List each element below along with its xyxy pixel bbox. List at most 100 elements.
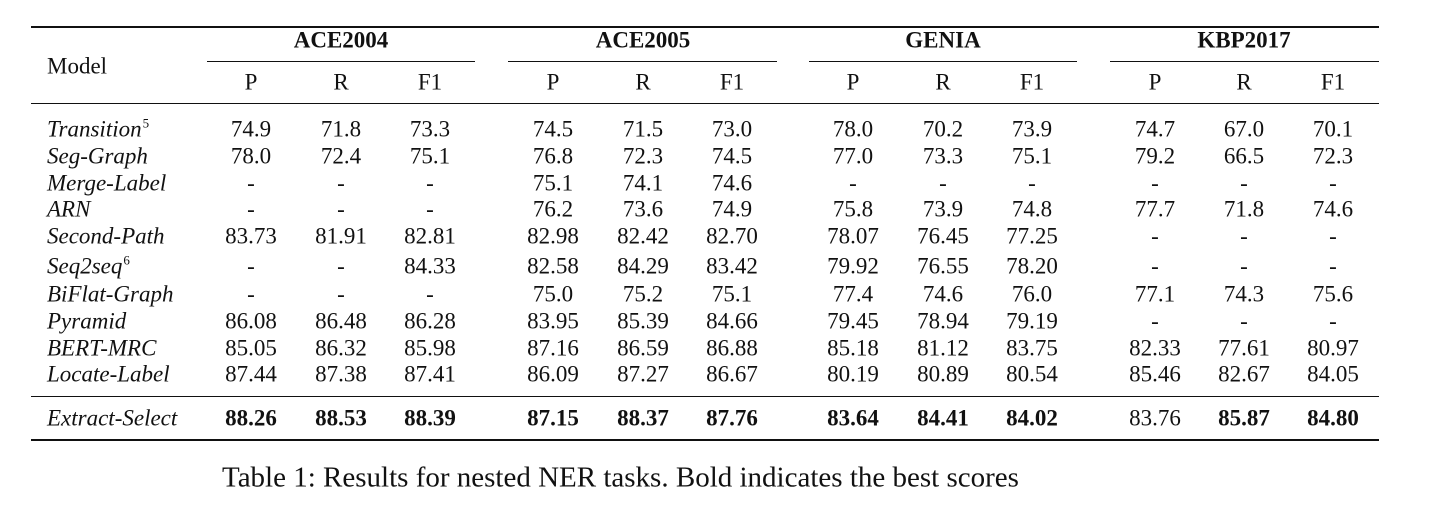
score-cell: 83.76 [1129, 405, 1181, 431]
score-cell: 74.6 [922, 281, 964, 307]
score-cell: 74.5 [532, 116, 574, 142]
score-cell: 74.9 [711, 196, 753, 222]
group-underline-ace2005 [508, 61, 777, 63]
score-cell: 84.05 [1307, 361, 1359, 387]
score-cell: - [1329, 308, 1337, 334]
metric-header-genia-r: R [935, 69, 951, 95]
score-cell: 87.27 [617, 361, 669, 387]
score-cell: 76.45 [917, 223, 969, 249]
score-cell: - [247, 253, 255, 279]
score-cell: 80.54 [1006, 361, 1058, 387]
metric-header-ace2004-r: R [333, 69, 349, 95]
score-cell: 77.1 [1134, 281, 1176, 307]
score-cell: - [1151, 170, 1159, 196]
footnote-marker: 5 [142, 115, 150, 131]
group-header-ace2004: ACE2004 [293, 27, 389, 53]
row-header-model: Model [47, 53, 108, 79]
score-cell: 73.3 [409, 116, 451, 142]
score-cell: 87.76 [706, 405, 758, 431]
score-cell: - [939, 170, 947, 196]
metric-header-kbp2017-r: R [1236, 69, 1252, 95]
score-cell: - [1151, 308, 1159, 334]
score-cell: 88.53 [315, 405, 367, 431]
footnote-marker: 6 [123, 252, 130, 268]
score-cell: 87.44 [225, 361, 277, 387]
score-cell: - [247, 170, 255, 196]
score-cell: 76.8 [532, 143, 574, 169]
score-cell: 75.1 [409, 143, 451, 169]
score-cell: 83.64 [827, 405, 879, 431]
score-cell: 86.59 [617, 335, 669, 361]
model-name: Seq2seq6 [47, 252, 130, 279]
score-cell: - [849, 170, 857, 196]
model-name: Transition5 [47, 115, 150, 142]
score-cell: 85.39 [617, 308, 669, 334]
group-underline-ace2004 [207, 61, 475, 63]
score-cell: - [247, 196, 255, 222]
score-cell: 76.2 [532, 196, 574, 222]
score-cell: - [1329, 253, 1337, 279]
score-cell: 78.94 [917, 308, 969, 334]
score-cell: 86.09 [527, 361, 579, 387]
score-cell: 78.20 [1006, 253, 1058, 279]
score-cell: - [337, 253, 345, 279]
score-cell: 78.07 [827, 223, 879, 249]
score-cell: 78.0 [832, 116, 874, 142]
score-cell: 77.61 [1218, 335, 1270, 361]
group-header-genia: GENIA [905, 27, 981, 53]
bottom-rule [31, 439, 1379, 441]
group-header-ace2005: ACE2005 [595, 27, 691, 53]
score-cell: 85.87 [1218, 405, 1270, 431]
score-cell: - [426, 196, 434, 222]
metric-header-genia-f1: F1 [1019, 69, 1045, 95]
score-cell: 74.6 [711, 170, 753, 196]
score-cell: - [1329, 170, 1337, 196]
score-cell: - [1151, 253, 1159, 279]
score-cell: 74.7 [1134, 116, 1176, 142]
score-cell: 71.8 [320, 116, 362, 142]
score-cell: 88.26 [225, 405, 277, 431]
model-name: Extract-Select [47, 405, 178, 431]
model-name: Second-Path [47, 223, 165, 249]
model-name: ARN [47, 196, 91, 222]
score-cell: 74.6 [1312, 196, 1354, 222]
score-cell: 82.42 [617, 223, 669, 249]
score-cell: 76.55 [917, 253, 969, 279]
score-cell: 66.5 [1223, 143, 1265, 169]
score-cell: 87.38 [315, 361, 367, 387]
score-cell: 73.0 [711, 116, 753, 142]
metric-header-ace2005-f1: F1 [719, 69, 745, 95]
score-cell: - [1240, 170, 1248, 196]
score-cell: - [1240, 308, 1248, 334]
score-cell: 81.12 [917, 335, 969, 361]
metric-header-kbp2017-f1: F1 [1320, 69, 1346, 95]
model-name: BiFlat-Graph [47, 281, 174, 307]
score-cell: 74.8 [1011, 196, 1053, 222]
score-cell: 84.29 [617, 253, 669, 279]
score-cell: 88.37 [617, 405, 669, 431]
mid-rule [31, 396, 1379, 398]
score-cell: 82.67 [1218, 361, 1270, 387]
score-cell: 81.91 [315, 223, 367, 249]
score-cell: 77.0 [832, 143, 874, 169]
score-cell: 72.3 [622, 143, 664, 169]
score-cell: 84.02 [1006, 405, 1058, 431]
header-rule [31, 103, 1379, 105]
score-cell: 73.3 [922, 143, 964, 169]
score-cell: 86.88 [706, 335, 758, 361]
score-cell: - [247, 281, 255, 307]
metric-header-ace2005-r: R [635, 69, 651, 95]
score-cell: 75.0 [532, 281, 574, 307]
score-cell: 87.16 [527, 335, 579, 361]
group-underline-kbp2017 [1110, 61, 1379, 63]
score-cell: 75.1 [711, 281, 753, 307]
score-cell: 80.89 [917, 361, 969, 387]
score-cell: 75.1 [532, 170, 574, 196]
score-cell: - [1329, 223, 1337, 249]
score-cell: 79.19 [1006, 308, 1058, 334]
score-cell: 74.9 [230, 116, 272, 142]
score-cell: 77.25 [1006, 223, 1058, 249]
score-cell: 73.9 [1011, 116, 1053, 142]
score-cell: 85.18 [827, 335, 879, 361]
score-cell: 72.3 [1312, 143, 1354, 169]
